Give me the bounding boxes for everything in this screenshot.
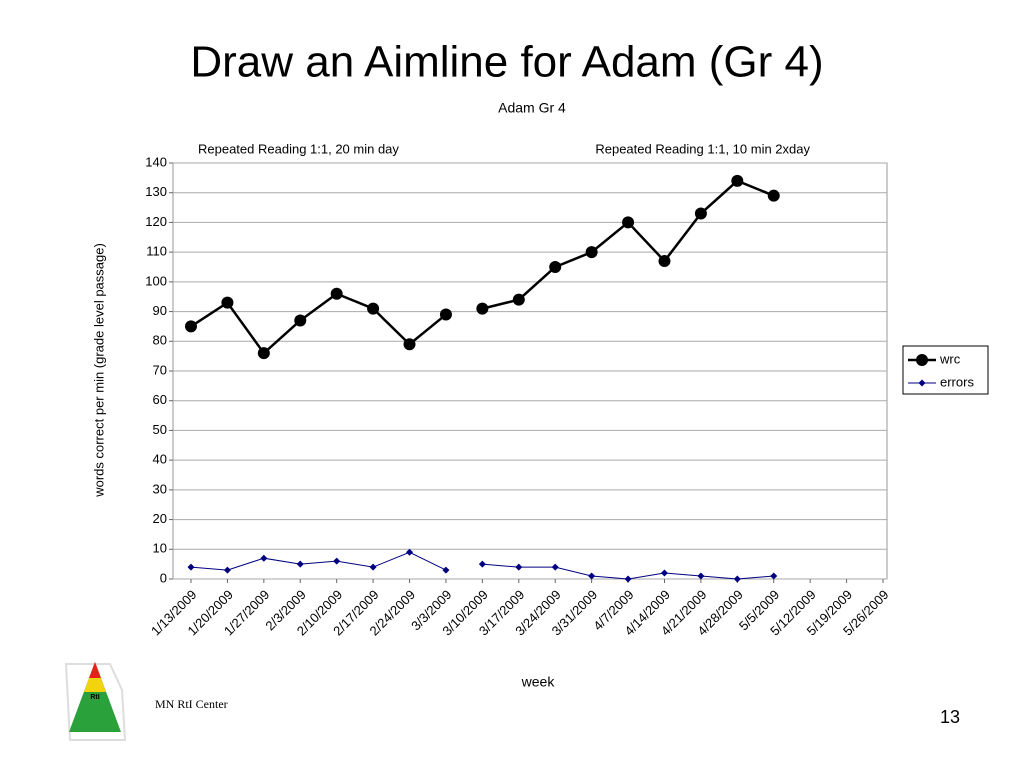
logo-base: [69, 662, 121, 732]
point: [403, 338, 416, 351]
y-tick-label: 10: [153, 541, 167, 556]
point: [439, 308, 452, 321]
legend-marker: [916, 354, 928, 366]
point: [624, 575, 632, 583]
legend-marker: [918, 379, 926, 387]
point: [588, 572, 596, 580]
y-tick-label: 70: [153, 362, 167, 377]
logo-outline: [64, 663, 127, 741]
point: [733, 575, 741, 583]
phase-label: Repeated Reading 1:1, 10 min 2xday: [595, 141, 810, 156]
point: [551, 563, 559, 571]
point: [694, 207, 707, 220]
legend-box: [902, 345, 989, 395]
y-axis-label: words correct per min (grade level passa…: [91, 243, 106, 498]
point: [549, 261, 562, 273]
logo-top: [89, 662, 101, 678]
point: [622, 216, 635, 229]
slide-title: Draw an Aimline for Adam (Gr 4): [190, 38, 823, 87]
footer: MN RtI Center: [155, 697, 228, 711]
point: [442, 566, 450, 574]
y-tick-label: 80: [153, 333, 167, 348]
y-tick-label: 130: [145, 184, 167, 199]
y-tick-label: 40: [153, 452, 167, 467]
point: [369, 563, 377, 571]
y-tick-label: 100: [145, 273, 167, 288]
point: [515, 563, 523, 571]
point: [478, 560, 486, 568]
point: [731, 174, 744, 187]
point: [658, 255, 671, 268]
point: [260, 554, 268, 562]
phase-label: Repeated Reading 1:1, 20 min day: [198, 141, 399, 156]
legend-label: errors: [940, 374, 974, 389]
point: [185, 320, 197, 333]
point: [367, 302, 380, 315]
point: [221, 296, 234, 309]
point: [476, 302, 489, 315]
point: [697, 572, 705, 580]
y-tick-label: 0: [160, 570, 167, 585]
chart-title: Adam Gr 4: [498, 100, 566, 116]
point: [660, 569, 668, 577]
x-axis-label: week: [521, 674, 556, 690]
y-tick-label: 60: [153, 392, 167, 407]
logo-text: RtI: [90, 694, 99, 701]
point: [296, 560, 304, 568]
y-tick-label: 20: [153, 511, 167, 526]
point: [767, 189, 780, 202]
y-tick-label: 30: [153, 481, 167, 496]
point: [294, 314, 307, 327]
y-tick-label: 110: [146, 244, 167, 259]
point: [406, 548, 414, 556]
point: [333, 557, 341, 565]
y-tick-label: 50: [153, 422, 167, 437]
point: [187, 563, 195, 571]
point: [257, 347, 270, 360]
point: [223, 566, 231, 574]
y-tick-label: 90: [153, 303, 167, 318]
point: [585, 246, 598, 259]
y-tick-label: 120: [145, 214, 167, 229]
point: [512, 293, 525, 306]
logo: RtI: [64, 662, 127, 741]
y-tick-label: 140: [145, 154, 167, 169]
page-number: 13: [940, 707, 960, 727]
point: [330, 287, 343, 300]
point: [770, 572, 778, 580]
legend-label: wrc: [939, 351, 961, 366]
